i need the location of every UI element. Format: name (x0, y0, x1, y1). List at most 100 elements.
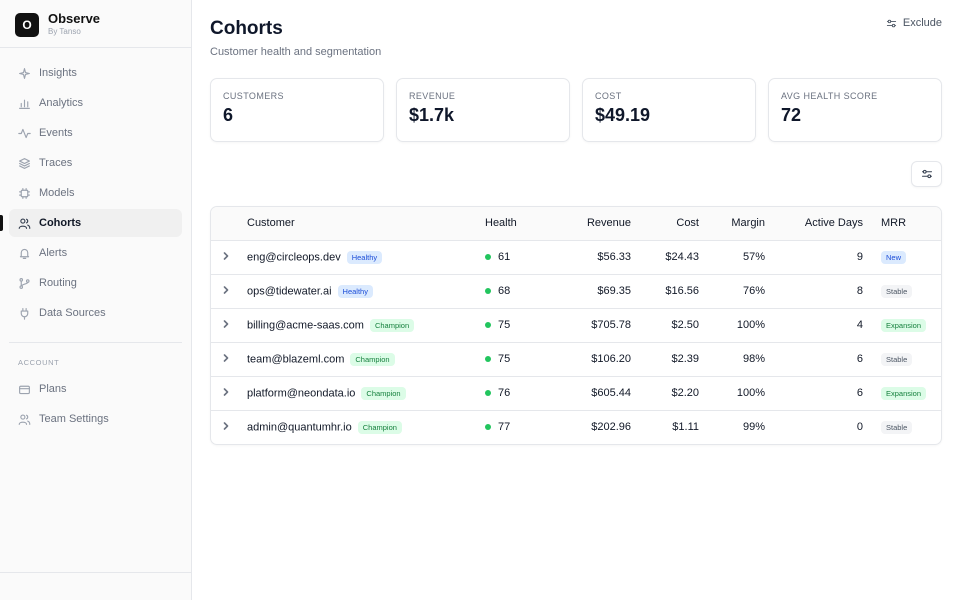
mrr-cell: Expansion (863, 376, 941, 410)
column-header-mrr[interactable]: MRR (863, 207, 941, 241)
main-nav: Insights Analytics Events Traces Models … (0, 59, 182, 329)
cost-cell: $16.56 (665, 285, 699, 297)
column-header-margin[interactable]: Margin (699, 207, 765, 241)
customer-email[interactable]: team@blazeml.com (247, 352, 345, 365)
expand-row-button[interactable] (211, 342, 241, 376)
health-cell: 75 (479, 308, 551, 342)
sidebar-item-team-settings[interactable]: Team Settings (9, 405, 182, 433)
health-score: 75 (498, 353, 511, 365)
expand-row-button[interactable] (211, 274, 241, 308)
stats-row: CUSTOMERS 6 REVENUE $1.7k COST $49.19 AV… (210, 78, 942, 142)
customer-cell: team@blazeml.com Champion (241, 342, 479, 376)
brand[interactable]: O Observe By Tanso (15, 12, 100, 37)
team-icon (17, 412, 31, 426)
health-status-dot (485, 288, 491, 295)
revenue-cell: $56.33 (597, 251, 631, 263)
health-cell: 68 (479, 274, 551, 308)
segment-badge: Healthy (346, 250, 383, 264)
sidebar-item-label: Cohorts (39, 217, 82, 229)
cost-cell: $2.20 (671, 387, 699, 399)
sidebar-item-models[interactable]: Models (9, 179, 182, 207)
sidebar-item-insights[interactable]: Insights (9, 59, 182, 87)
table-row[interactable]: ops@tidewater.ai Healthy 68 $69.35 $16.56 76%… (211, 274, 941, 308)
customer-email[interactable]: admin@quantumhr.io (247, 421, 352, 434)
health-status-dot (485, 322, 491, 329)
stat-card-revenue: REVENUE $1.7k (396, 78, 570, 142)
active-days-cell: 0 (856, 421, 863, 434)
cpu-icon (17, 186, 31, 200)
sidebar-item-label: Models (39, 187, 75, 199)
sidebar-item-alerts[interactable]: Alerts (9, 239, 182, 267)
sidebar-item-events[interactable]: Events (9, 119, 182, 147)
column-header-active-days[interactable]: Active Days (765, 207, 863, 241)
stat-card-avg-health: AVG HEALTH SCORE 72 (768, 78, 942, 142)
stat-card-cost: COST $49.19 (582, 78, 756, 142)
revenue-cell: $605.44 (591, 387, 631, 399)
cost-cell: $1.11 (672, 421, 699, 434)
cost-cell: $2.50 (671, 319, 699, 331)
stat-value: 6 (223, 105, 234, 125)
stat-label: REVENUE (409, 91, 456, 101)
revenue-cell: $202.96 (591, 421, 631, 434)
health-score: 77 (498, 421, 511, 434)
sidebar-item-label: Routing (39, 277, 77, 289)
sidebar-item-plans[interactable]: Plans (9, 375, 182, 403)
table-row[interactable]: platform@neondata.io Champion 76 $605.44 $2.… (211, 376, 941, 410)
sidebar-item-label: Events (39, 127, 73, 139)
sidebar-item-label: Team Settings (39, 413, 109, 425)
activity-icon (17, 126, 31, 140)
main-content: Cohorts Customer health and segmentation… (192, 0, 960, 600)
filter-settings-button[interactable] (911, 161, 942, 187)
column-header-health[interactable]: Health (479, 207, 551, 241)
sidebar-item-label: Traces (39, 157, 73, 169)
table-body: eng@circleops.dev Healthy 61 $56.33 $24.43 57… (211, 240, 941, 444)
table-row[interactable]: admin@quantumhr.io Champion 77 $202.96 $1.11… (211, 410, 941, 444)
mrr-badge: Expansion (881, 318, 927, 332)
cost-cell: $2.39 (671, 353, 699, 365)
credit-card-icon (17, 382, 31, 396)
health-status-dot (485, 356, 491, 363)
chevron-right-icon (223, 252, 229, 260)
customer-cell: billing@acme-saas.com Champion (241, 308, 479, 342)
sidebar-item-analytics[interactable]: Analytics (9, 89, 182, 117)
sidebar-footer-divider (0, 572, 191, 573)
health-status-dot (485, 390, 491, 397)
customer-email[interactable]: platform@neondata.io (247, 386, 356, 399)
sidebar-divider (0, 47, 191, 48)
mrr-cell: Stable (863, 274, 941, 308)
customer-email[interactable]: ops@tidewater.ai (247, 284, 332, 297)
column-header-customer[interactable]: Customer (241, 207, 479, 241)
sliders-icon (921, 169, 932, 179)
revenue-cell: $106.20 (591, 353, 631, 365)
health-score: 76 (498, 387, 511, 399)
sidebar-item-traces[interactable]: Traces (9, 149, 182, 177)
active-days-cell: 8 (856, 285, 863, 297)
chevron-right-icon (223, 286, 229, 294)
table-row[interactable]: billing@acme-saas.com Champion 75 $705.78 $2… (211, 308, 941, 342)
sidebar-item-label: Analytics (39, 97, 84, 109)
chevron-right-icon (223, 320, 229, 328)
customer-email[interactable]: eng@circleops.dev (247, 250, 341, 263)
expand-row-button[interactable] (211, 376, 241, 410)
sidebar-item-cohorts[interactable]: Cohorts (0, 209, 182, 237)
expand-row-button[interactable] (211, 240, 241, 274)
expand-row-button[interactable] (211, 308, 241, 342)
segment-badge: Champion (369, 318, 415, 332)
customer-email[interactable]: billing@acme-saas.com (247, 318, 364, 331)
column-header-cost[interactable]: Cost (631, 207, 699, 241)
cost-cell: $24.43 (665, 251, 699, 263)
stat-label: COST (595, 91, 622, 101)
table-row[interactable]: eng@circleops.dev Healthy 61 $56.33 $24.43 57… (211, 240, 941, 274)
table-row[interactable]: team@blazeml.com Champion 75 $106.20 $2.39 98… (211, 342, 941, 376)
sidebar-item-routing[interactable]: Routing (9, 269, 182, 297)
sidebar-item-data-sources[interactable]: Data Sources (9, 299, 182, 327)
sidebar-item-label: Data Sources (39, 307, 106, 319)
column-header-revenue[interactable]: Revenue (551, 207, 631, 241)
stat-value: $1.7k (409, 105, 455, 125)
health-score: 68 (498, 285, 511, 297)
active-days-cell: 4 (856, 319, 863, 331)
exclude-button[interactable]: Exclude (886, 17, 942, 29)
chevron-right-icon (223, 422, 229, 431)
expand-row-button[interactable] (211, 410, 241, 444)
page-title: Cohorts (210, 18, 283, 39)
